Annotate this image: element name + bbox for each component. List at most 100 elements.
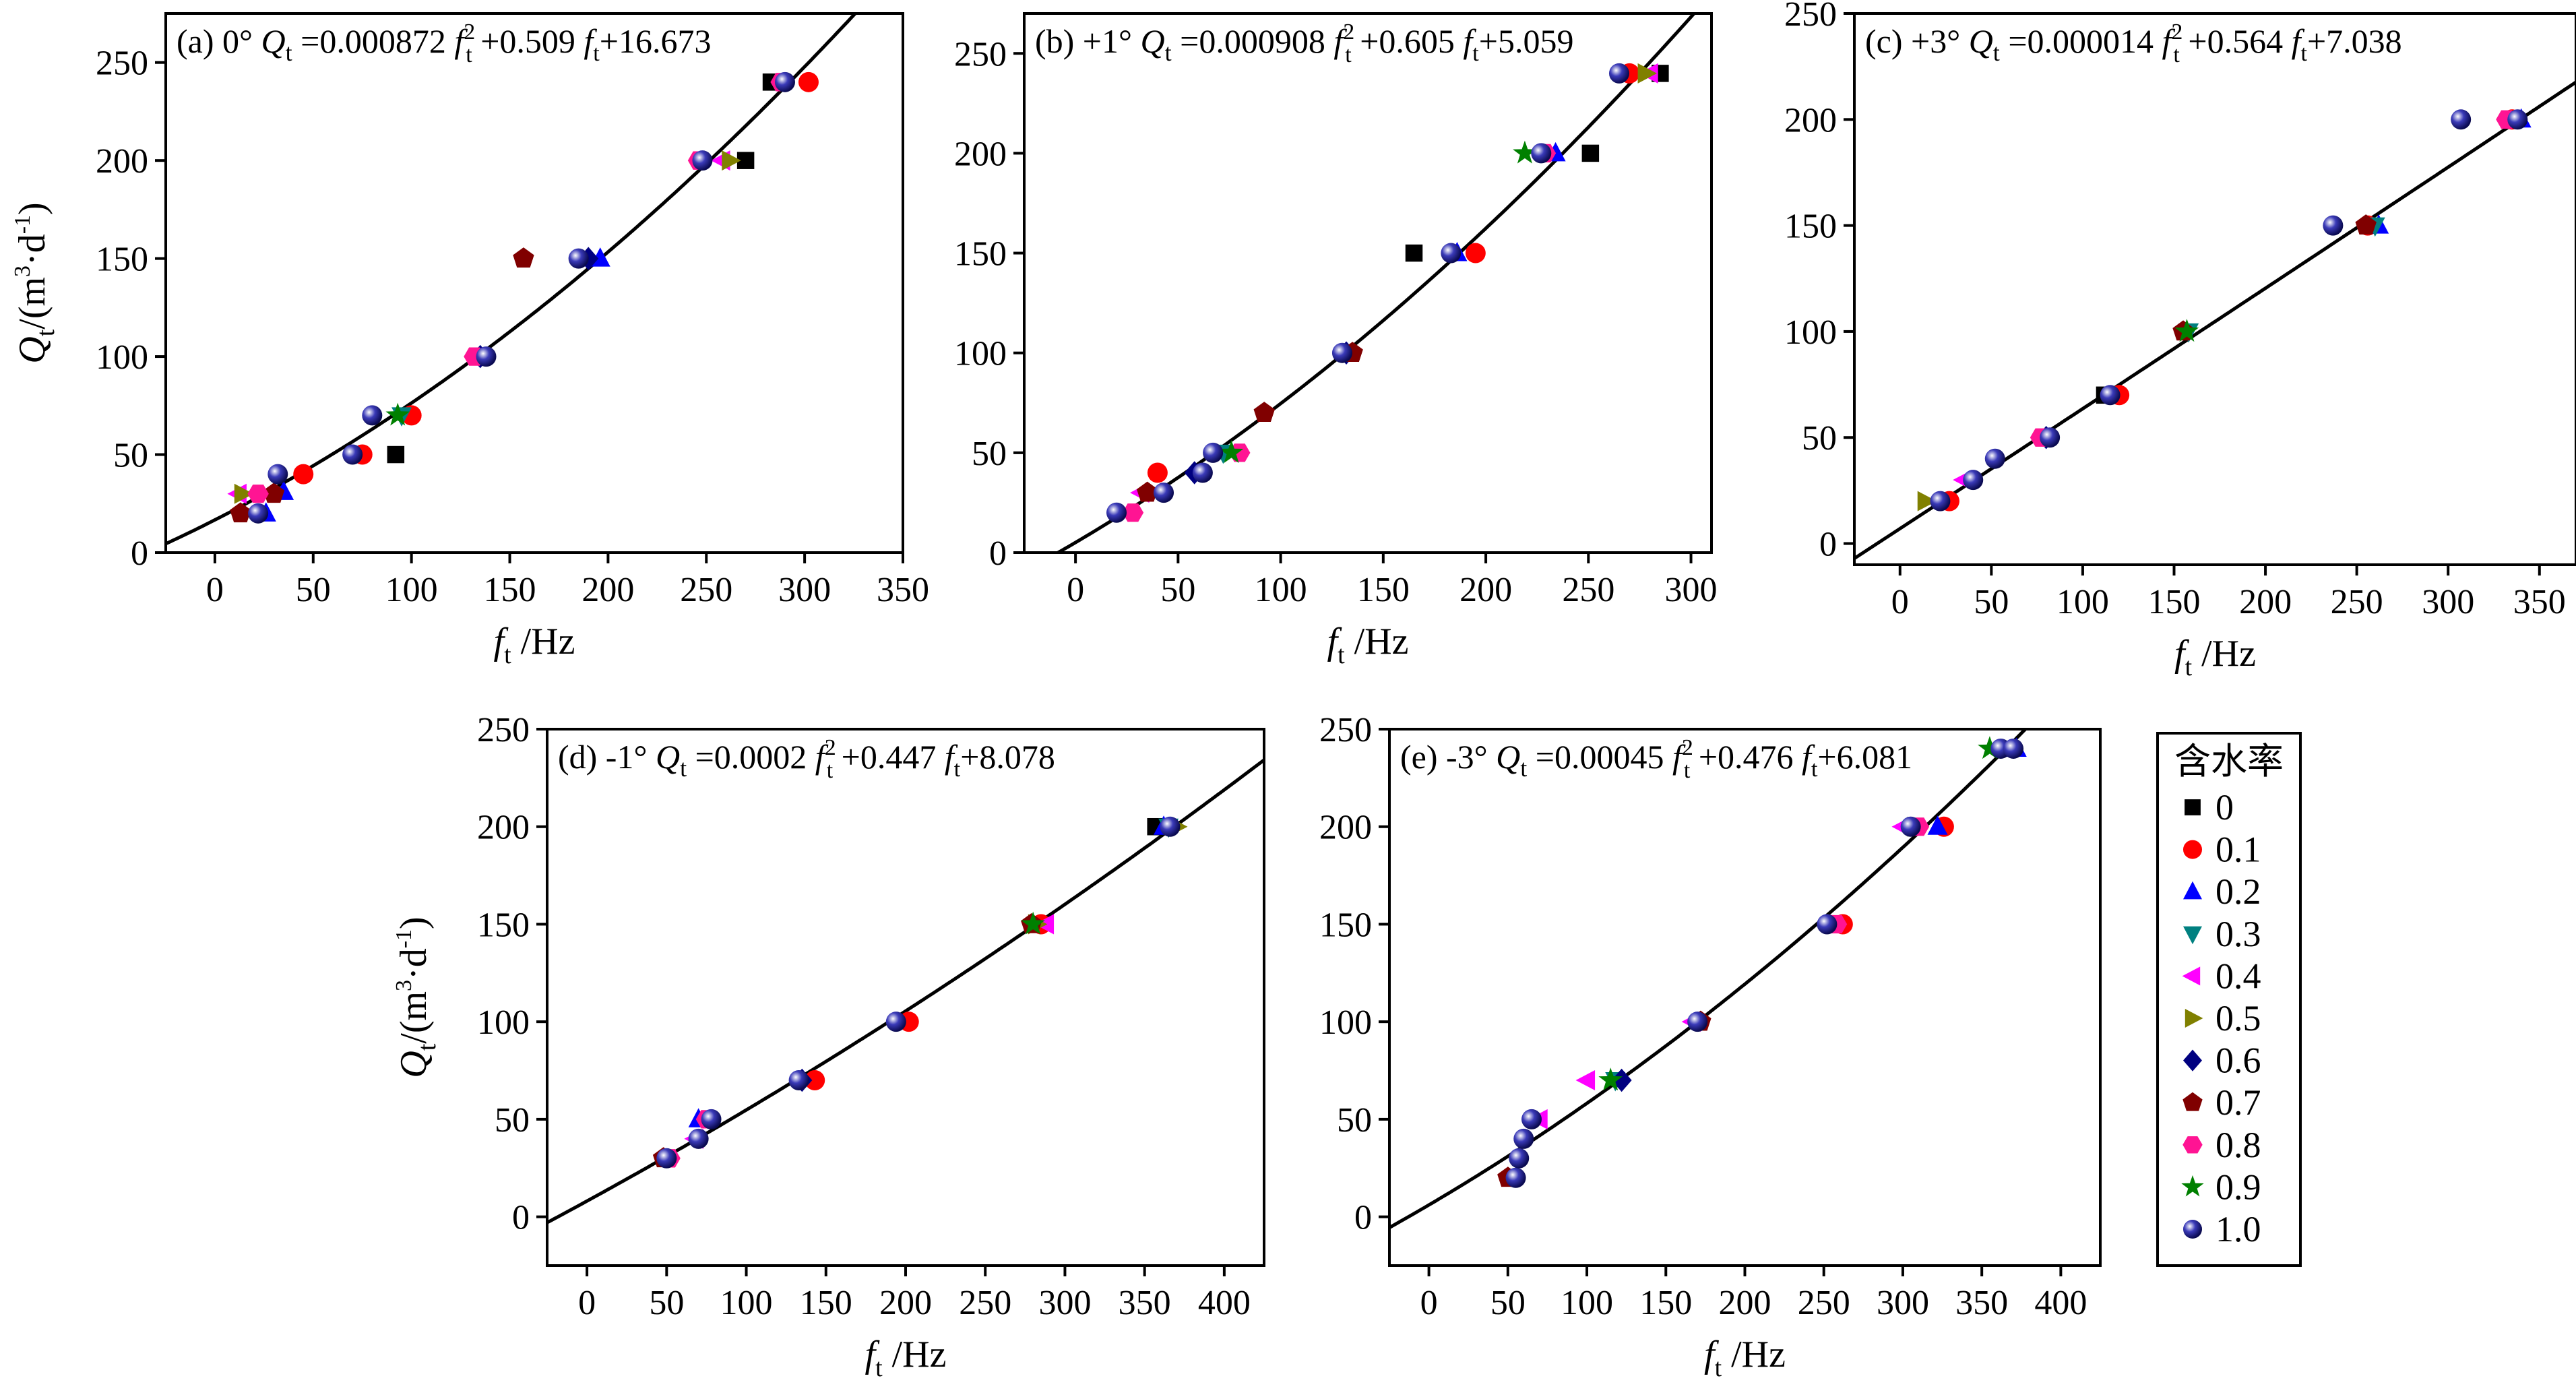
- x-tick-label: 100: [385, 571, 438, 609]
- legend-marker: [2182, 1092, 2203, 1111]
- data-point: [1147, 462, 1168, 483]
- legend-marker: [2183, 926, 2202, 945]
- x-tick-label: 300: [778, 571, 831, 609]
- x-tick-label: 350: [2513, 583, 2566, 621]
- y-tick-label: 0: [989, 534, 1007, 573]
- x-tick-label: 50: [649, 1284, 684, 1322]
- x-tick-label: 0: [1420, 1284, 1438, 1322]
- data-point: [701, 1109, 722, 1129]
- data-point: [1513, 1128, 1534, 1149]
- plot-frame: [1853, 12, 2576, 566]
- fit-curve: [1854, 80, 2576, 560]
- legend-entry: 0.2: [2183, 871, 2261, 912]
- y-axis-label: Qt/(m3·d-1): [391, 916, 441, 1078]
- data-point: [2003, 738, 2024, 759]
- data-point: [1465, 243, 1486, 263]
- panel-4: 0 50 100 150 200 250 300 350 400 0 50 100 150 200 250 f…: [1319, 711, 2102, 1382]
- legend-entry: 0.6: [2183, 1040, 2261, 1081]
- data-point: [1687, 1012, 1708, 1032]
- data-point: [1154, 483, 1174, 503]
- data-point: [774, 71, 795, 92]
- legend-entry: 0.1: [2183, 830, 2261, 870]
- data-point: [1405, 244, 1423, 262]
- legend-label: 0.4: [2216, 956, 2261, 996]
- data-point: [1608, 63, 1629, 84]
- y-tick-label: 50: [495, 1101, 530, 1140]
- data-point: [1192, 462, 1213, 483]
- x-axis-label: ft /Hz: [865, 1334, 947, 1382]
- y-tick-label: 250: [1784, 0, 1837, 34]
- x-tick-label: 50: [296, 571, 331, 609]
- x-tick-label: 0: [1067, 571, 1084, 609]
- data-point: [1136, 481, 1158, 502]
- data-point: [788, 1070, 809, 1091]
- data-point: [2323, 215, 2344, 236]
- x-tick-label: 200: [879, 1284, 932, 1322]
- legend-label: 0.5: [2216, 998, 2261, 1038]
- legend-label: 1.0: [2216, 1209, 2261, 1249]
- y-tick-label: 250: [954, 35, 1007, 73]
- data-point: [248, 503, 269, 524]
- y-tick-label: 150: [1319, 906, 1372, 944]
- x-tick-label: 200: [1719, 1284, 1771, 1322]
- y-tick-label: 0: [1354, 1199, 1372, 1237]
- data-point: [1106, 502, 1127, 523]
- data-point: [263, 483, 285, 503]
- y-tick-label: 150: [96, 241, 148, 279]
- data-point: [1984, 448, 2005, 469]
- data-point: [1817, 914, 1837, 935]
- x-tick-label: 350: [1119, 1284, 1171, 1322]
- x-tick-label: 250: [959, 1284, 1011, 1322]
- x-tick-label: 0: [206, 571, 224, 609]
- data-point: [387, 445, 405, 464]
- legend-entry: 0.9: [2181, 1167, 2261, 1207]
- data-point: [1598, 1067, 1623, 1091]
- panel-title: (e) -3° Qt =0.00045 f2 t +0.476 ft+6.081: [1400, 735, 1912, 783]
- data-point: [2355, 214, 2377, 235]
- y-tick-label: 0: [131, 534, 148, 573]
- data-point: [2451, 109, 2472, 130]
- legend-label: 0.2: [2216, 871, 2261, 912]
- x-axis-label: ft /Hz: [1704, 1334, 1786, 1382]
- legend-marker: [2183, 1220, 2202, 1239]
- data-point: [234, 483, 254, 504]
- legend-marker: [2182, 966, 2201, 986]
- data-point: [513, 247, 534, 268]
- x-tick-label: 250: [1562, 571, 1614, 609]
- y-tick-label: 100: [1319, 1003, 1372, 1042]
- plot-frame: [546, 728, 1265, 1267]
- x-tick-label: 150: [484, 571, 536, 609]
- fit-curve: [1389, 729, 2028, 1229]
- x-tick-label: 150: [1639, 1284, 1692, 1322]
- y-tick-label: 200: [1319, 809, 1372, 847]
- data-point: [268, 464, 288, 485]
- data-point: [568, 248, 589, 269]
- data-point: [798, 71, 819, 92]
- data-point: [1505, 1167, 1526, 1188]
- panel-title: (c) +3° Qt =0.000014 f2 t +0.564 ft+7.038: [1865, 20, 2402, 67]
- data-point: [1978, 736, 2002, 759]
- data-point: [1509, 1148, 1530, 1169]
- panel-title: (a) 0° Qt =0.000872 f2 t +0.509 ft+16.673: [177, 20, 711, 67]
- x-tick-label: 100: [720, 1284, 773, 1322]
- x-tick-label: 300: [2422, 583, 2474, 621]
- data-point: [1513, 140, 1537, 164]
- legend-label: 0.9: [2216, 1167, 2261, 1207]
- legend-entry: 0.3: [2183, 914, 2261, 954]
- x-axis-label: ft /Hz: [2174, 633, 2256, 681]
- legend-label: 0.8: [2216, 1125, 2261, 1165]
- x-axis-label: ft /Hz: [1327, 621, 1409, 669]
- data-point: [385, 402, 410, 426]
- data-point: [1963, 470, 1984, 491]
- y-tick-label: 150: [477, 906, 530, 944]
- x-tick-label: 100: [2056, 583, 2109, 621]
- panel-2: 0 50 100 150 200 250 300 350 0 50 100 150 200 250 ft /…: [1784, 0, 2576, 681]
- legend-entry: 0.8: [2182, 1125, 2261, 1165]
- x-axis-label: ft /Hz: [494, 621, 575, 669]
- data-point: [2507, 109, 2528, 130]
- y-tick-label: 0: [1819, 526, 1837, 564]
- data-point: [247, 485, 269, 503]
- data-point: [1637, 63, 1658, 84]
- y-tick-label: 100: [954, 335, 1007, 373]
- panel-3: 0 50 100 150 200 250 300 350 400 0 50 100 150 200 250 f…: [391, 711, 1265, 1382]
